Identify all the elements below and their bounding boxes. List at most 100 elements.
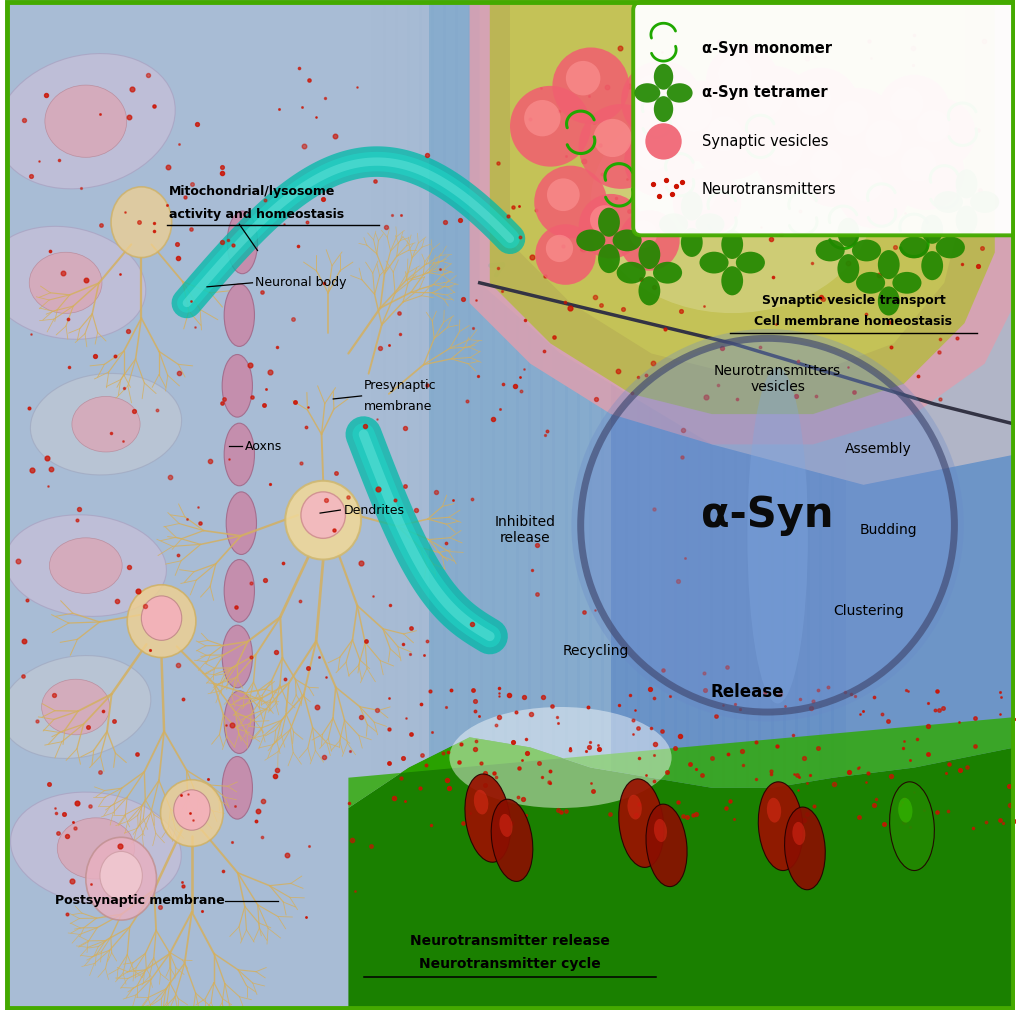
Ellipse shape (616, 262, 645, 284)
Circle shape (619, 210, 679, 271)
Polygon shape (469, 0, 1014, 444)
Ellipse shape (590, 91, 872, 313)
Ellipse shape (142, 596, 181, 640)
Polygon shape (697, 0, 712, 1010)
Text: Clustering: Clustering (833, 604, 903, 618)
Polygon shape (348, 737, 1014, 1010)
Ellipse shape (285, 481, 361, 560)
Ellipse shape (653, 64, 673, 90)
Circle shape (849, 169, 881, 201)
FancyBboxPatch shape (633, 2, 1019, 235)
Ellipse shape (10, 792, 181, 905)
Ellipse shape (877, 287, 899, 315)
Circle shape (797, 136, 868, 207)
Circle shape (621, 61, 701, 141)
Ellipse shape (491, 799, 532, 882)
Text: Recycling: Recycling (562, 644, 629, 659)
Circle shape (767, 131, 802, 166)
Ellipse shape (889, 782, 933, 871)
Circle shape (809, 148, 842, 181)
Circle shape (693, 103, 769, 180)
Polygon shape (5, 0, 1014, 1010)
Circle shape (684, 180, 715, 211)
Ellipse shape (224, 284, 254, 346)
Polygon shape (576, 0, 591, 1010)
Ellipse shape (173, 790, 210, 830)
Circle shape (819, 88, 896, 165)
Circle shape (901, 146, 934, 182)
Polygon shape (564, 0, 579, 1010)
Polygon shape (709, 0, 725, 1010)
Polygon shape (625, 0, 640, 1010)
Ellipse shape (720, 267, 743, 295)
Ellipse shape (627, 795, 641, 819)
Circle shape (718, 58, 751, 90)
Ellipse shape (681, 228, 702, 257)
Circle shape (876, 75, 950, 147)
Ellipse shape (920, 215, 943, 243)
Text: Neurotransmitters: Neurotransmitters (701, 183, 836, 197)
Circle shape (645, 123, 681, 160)
Circle shape (566, 61, 600, 95)
Circle shape (705, 44, 777, 117)
Ellipse shape (837, 255, 858, 283)
Text: membrane: membrane (363, 400, 431, 412)
Ellipse shape (57, 818, 135, 879)
Ellipse shape (757, 782, 802, 871)
Ellipse shape (45, 85, 126, 158)
Circle shape (796, 81, 829, 115)
Ellipse shape (0, 54, 175, 189)
Circle shape (890, 88, 922, 120)
Polygon shape (612, 0, 628, 1010)
Ellipse shape (815, 239, 844, 262)
Ellipse shape (653, 819, 666, 842)
Ellipse shape (766, 798, 781, 822)
Ellipse shape (658, 213, 688, 235)
Ellipse shape (735, 251, 764, 274)
Polygon shape (479, 0, 1014, 485)
Ellipse shape (86, 837, 156, 920)
Circle shape (524, 100, 560, 136)
Text: α-Syn tetramer: α-Syn tetramer (701, 86, 826, 100)
Ellipse shape (720, 230, 743, 259)
Polygon shape (758, 0, 772, 1010)
Polygon shape (782, 0, 797, 1010)
Polygon shape (769, 0, 785, 1010)
Polygon shape (685, 0, 700, 1010)
Text: Synaptic vesicle transport: Synaptic vesicle transport (761, 295, 945, 307)
Ellipse shape (792, 822, 805, 845)
Circle shape (916, 110, 948, 142)
Ellipse shape (932, 191, 962, 213)
Polygon shape (794, 0, 809, 1010)
Ellipse shape (301, 492, 345, 538)
Text: Postsynaptic membrane: Postsynaptic membrane (55, 895, 225, 907)
Text: activity and homeostasis: activity and homeostasis (168, 208, 343, 220)
Circle shape (593, 119, 631, 158)
Text: Neurotransmitter cycle: Neurotransmitter cycle (419, 956, 600, 971)
Ellipse shape (224, 691, 254, 753)
Ellipse shape (597, 244, 620, 273)
Circle shape (510, 86, 590, 167)
Ellipse shape (597, 208, 620, 236)
Circle shape (732, 66, 812, 146)
Ellipse shape (955, 206, 976, 234)
Text: Budding: Budding (859, 523, 917, 537)
Text: Presynaptic: Presynaptic (363, 380, 436, 392)
Circle shape (675, 95, 711, 131)
Circle shape (578, 194, 643, 259)
Ellipse shape (72, 397, 140, 452)
Circle shape (629, 220, 656, 247)
Circle shape (545, 235, 573, 263)
Circle shape (534, 166, 606, 238)
Circle shape (635, 75, 671, 111)
Text: Dendrites: Dendrites (343, 504, 404, 516)
Text: Aoxns: Aoxns (246, 440, 282, 452)
Polygon shape (5, 0, 429, 1010)
Ellipse shape (222, 355, 253, 417)
Ellipse shape (111, 187, 171, 258)
Ellipse shape (224, 560, 254, 622)
Polygon shape (818, 0, 834, 1010)
Polygon shape (746, 0, 761, 1010)
Ellipse shape (645, 804, 687, 887)
Polygon shape (489, 0, 994, 414)
